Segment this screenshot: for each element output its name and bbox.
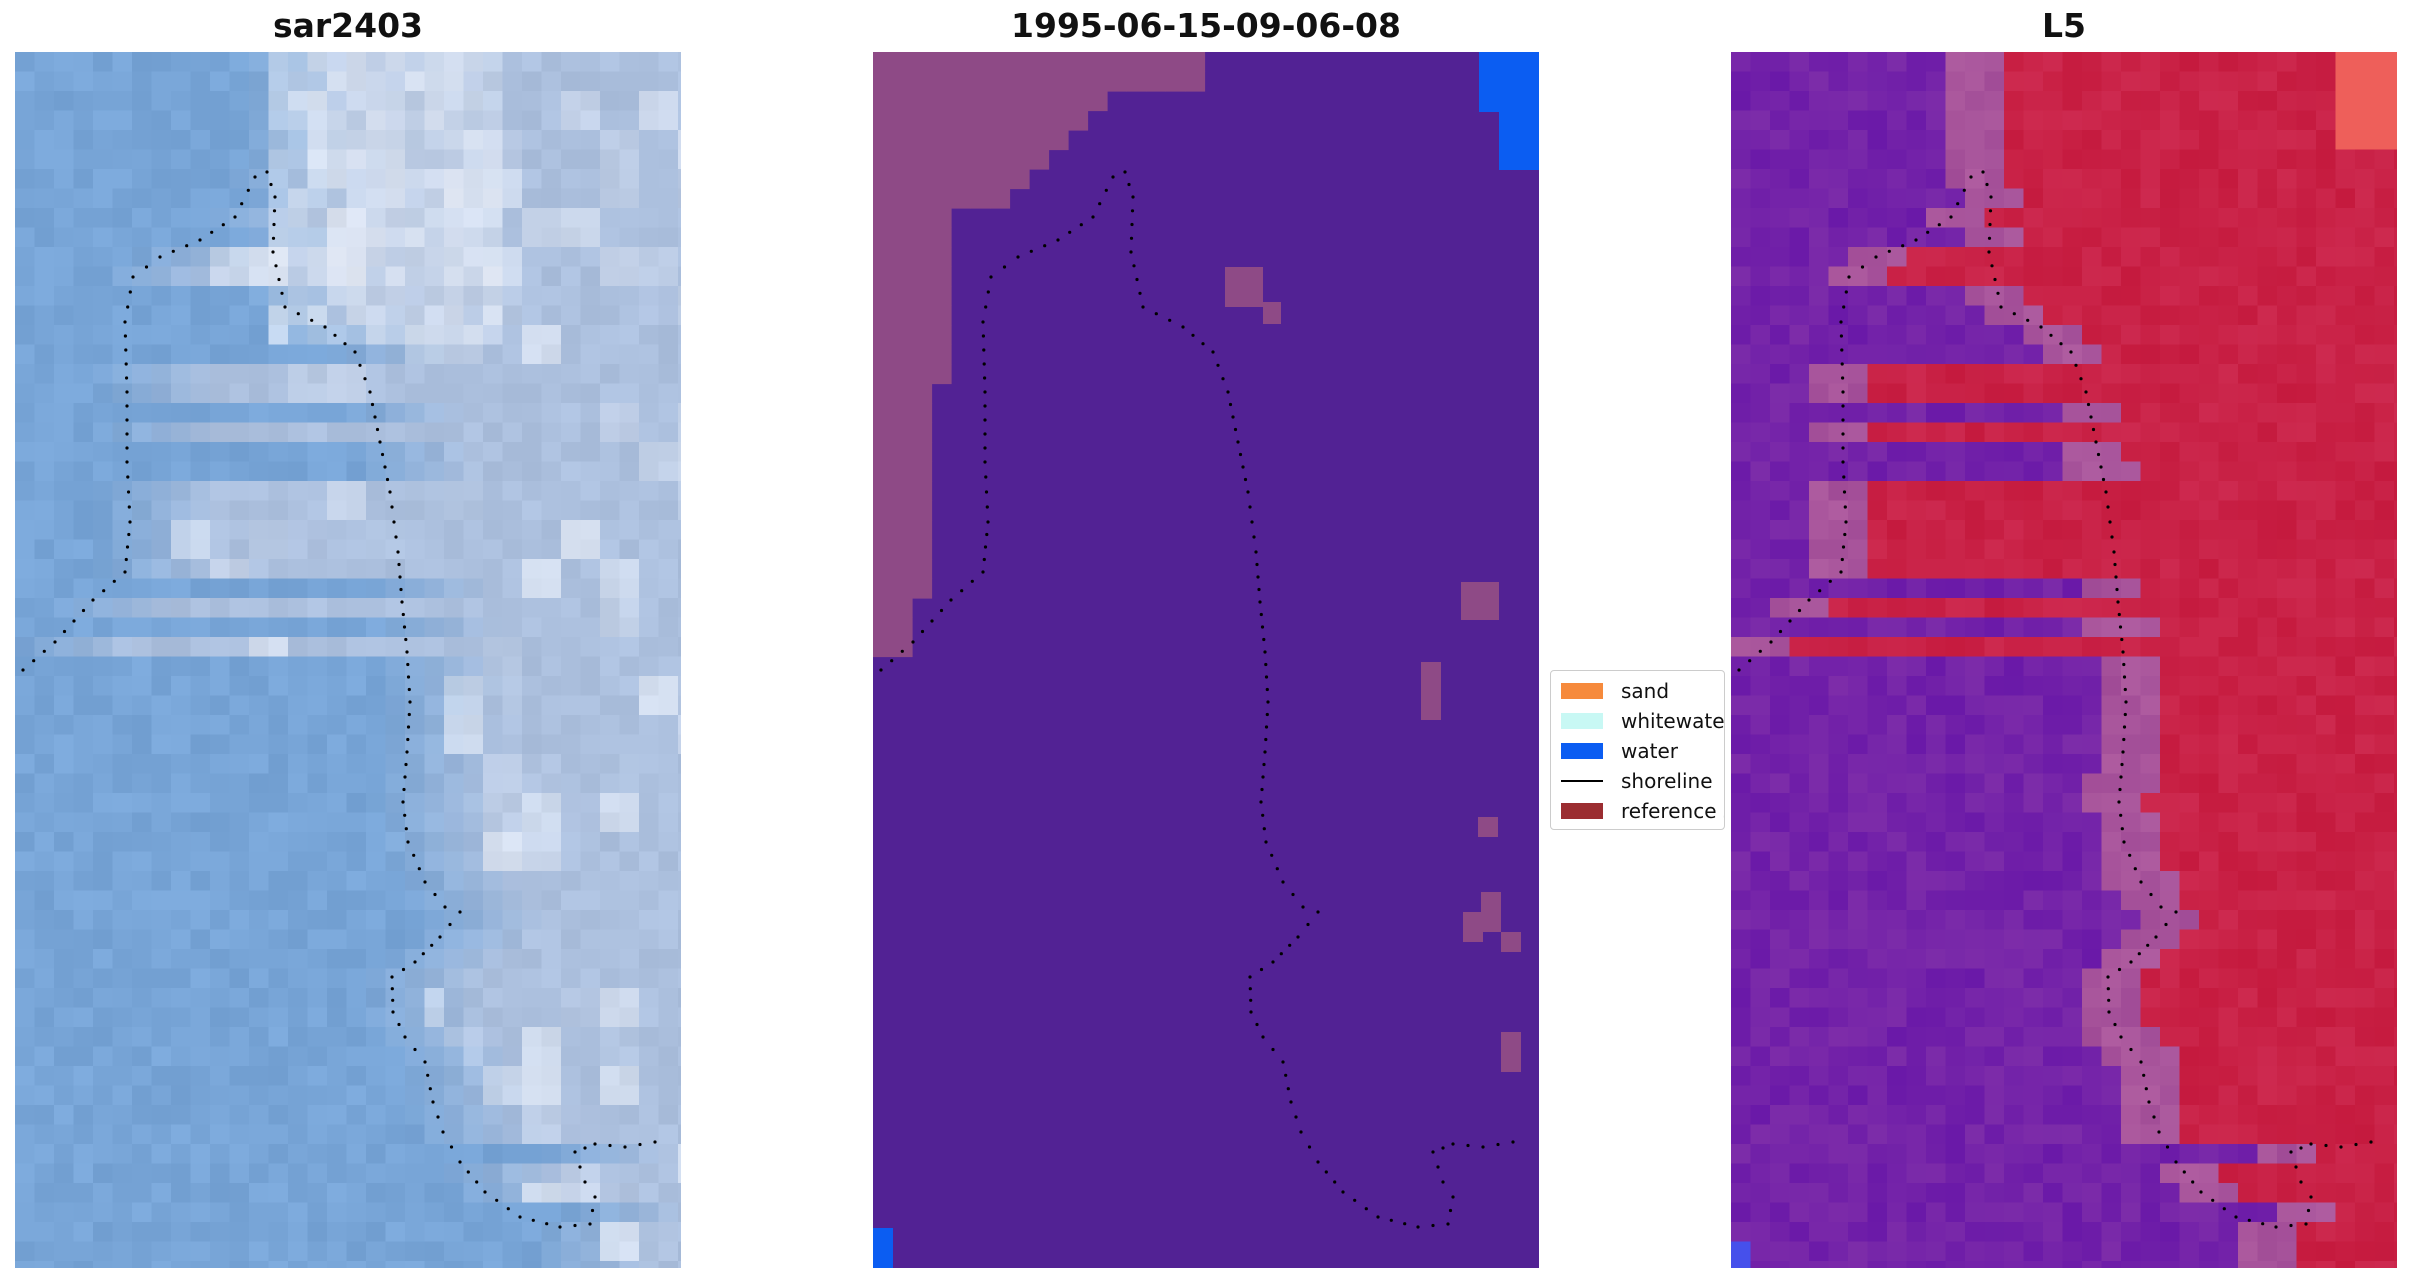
shoreline-points: [879, 170, 1515, 1229]
index-pixels: [1731, 52, 2397, 1268]
legend-item-sand: sand: [1561, 679, 1669, 703]
legend-item-reference-shoreline: reference s: [1561, 799, 1725, 823]
rgb-image: [15, 52, 681, 1268]
index-image: [1731, 52, 2397, 1268]
legend-label: water: [1621, 739, 1678, 763]
legend-label: sand: [1621, 679, 1670, 703]
reference-swatch: [1561, 803, 1603, 819]
legend-item-water: water: [1561, 739, 1678, 763]
shoreline-line-icon: [1561, 780, 1603, 782]
class-pixels: [873, 52, 1539, 1268]
legend-label: shoreline: [1621, 769, 1713, 793]
sand-swatch: [1561, 683, 1603, 699]
shoreline-points: [21, 170, 657, 1229]
rgb-pixels: [15, 52, 681, 1268]
legend-item-whitewater: whitewater: [1561, 709, 1725, 733]
whitewater-swatch: [1561, 713, 1603, 729]
classified-image: [873, 52, 1539, 1268]
panel-title-index: L5: [2042, 6, 2086, 45]
panel-title-classified: 1995-06-15-09-06-08: [1011, 6, 1401, 45]
shoreline-points: [1737, 170, 2373, 1229]
class-background: [873, 52, 1539, 1268]
rgb-image-panel: [15, 52, 681, 1268]
water-swatch: [1561, 743, 1603, 759]
legend-label: whitewater: [1621, 709, 1725, 733]
legend-item-shoreline: shoreline: [1561, 769, 1713, 793]
legend: sand whitewater water shoreline referenc…: [1550, 670, 1725, 830]
index-image-panel: [1731, 52, 2397, 1268]
classified-image-panel: [873, 52, 1539, 1268]
panel-title-rgb: sar2403: [272, 6, 424, 45]
legend-label: reference s: [1621, 799, 1725, 823]
